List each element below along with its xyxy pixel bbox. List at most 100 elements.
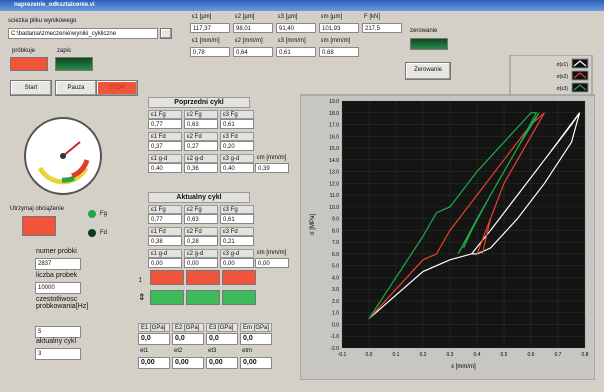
cycle-value: 0,36 <box>184 163 218 173</box>
led-saving <box>55 57 93 71</box>
strain-header: F [kN] <box>364 14 380 20</box>
sample-value: 3 <box>35 348 81 360</box>
gauge-band <box>61 175 76 183</box>
path-label: sciezka pliku wynikowego <box>8 18 77 24</box>
cycle-label: ε1 g-d <box>148 249 182 258</box>
cycle-label: ε2 g-d <box>184 154 218 163</box>
modulus-header: E3 [GPa] <box>206 323 238 332</box>
start-button[interactable]: Start <box>10 80 52 96</box>
sampling-label: próbkuje <box>12 48 36 54</box>
cycle-value: 0,28 <box>184 236 218 246</box>
modulus-header: Em [GPa] <box>240 323 272 332</box>
cycle-value: 0,27 <box>184 141 218 151</box>
y-tick-label: 14.0 <box>329 158 339 164</box>
strain-value: 0,68 <box>319 47 359 57</box>
sample-label: liczba probek <box>36 272 78 279</box>
sample-value: 5 <box>35 326 81 338</box>
zero-button[interactable]: Zerowanie <box>405 62 451 80</box>
y-tick-label: 17.0 <box>329 123 339 129</box>
x-axis-label: ε [mm/m] <box>451 364 476 370</box>
y-tick-label: -2.0 <box>330 346 339 352</box>
arrow-icon: ↕ <box>138 274 143 284</box>
cycle-label: ε3 Fd <box>220 227 254 236</box>
cycle-label: ε2 Fd <box>184 132 218 141</box>
y-tick-label: 12.0 <box>329 181 339 187</box>
cycle-label: ε2 Fd <box>184 227 218 236</box>
strain-value: 0,61 <box>276 47 316 57</box>
strain-header: ε2 [mm/m] <box>235 38 263 44</box>
x-tick-label: 0.3 <box>447 352 454 358</box>
series-line <box>368 112 540 319</box>
modulus-header: E1 [GPa] <box>138 323 170 332</box>
cycle-value: 0,37 <box>148 141 182 151</box>
series-line <box>368 112 546 320</box>
arrow-icon: ⇕ <box>138 292 146 302</box>
state-green <box>222 290 256 305</box>
pause-button[interactable]: Pauza <box>55 80 97 96</box>
strain-value: 0,64 <box>233 47 273 57</box>
cycle-label: ε1 Fg <box>148 205 182 214</box>
series-line <box>368 112 581 320</box>
cycle-label: ε1 Fd <box>148 227 182 236</box>
legend-glyph <box>573 84 587 91</box>
y-tick-label: 11.0 <box>330 193 340 199</box>
state-red <box>150 270 184 285</box>
sample-label: aktualny cykl <box>36 338 77 345</box>
title-bar: naprezenie_odksztalcenie.vi <box>0 0 604 11</box>
cycle-label: ε3 Fg <box>220 205 254 214</box>
modulus-header: E2 [GPa] <box>172 323 204 332</box>
cycle-value: 0,61 <box>220 214 254 224</box>
modulus-value: 0,0 <box>172 333 204 345</box>
cycle-label: ε3 Fd <box>220 132 254 141</box>
strain-header: ε1 [mm/m] <box>192 38 220 44</box>
x-tick-label: 0.7 <box>555 352 562 358</box>
cycle-value: 0,00 <box>184 258 218 268</box>
legend-swatch <box>571 70 589 81</box>
y-tick-label: 4.0 <box>332 275 339 281</box>
cycle-value: 0,20 <box>220 141 254 151</box>
modulus-value: 0,0 <box>138 333 170 345</box>
y-tick-label: 6.0 <box>332 252 339 258</box>
cycle-label: ε1 Fg <box>148 110 182 119</box>
em-label: εm [mm/m] <box>257 250 287 256</box>
cycle-label: ε3 g-d <box>220 249 254 258</box>
y-tick-label: 0.0 <box>332 322 339 328</box>
et-header: etm <box>242 348 253 354</box>
y-axis-label: σ [MPa] <box>310 214 316 235</box>
gauge-needle <box>62 141 81 157</box>
strain-value: 98,01 <box>233 23 273 33</box>
cycle-value: 0,40 <box>148 163 182 173</box>
legend-label: σ(ε2) <box>557 74 569 80</box>
stop-button[interactable]: STOP <box>96 80 138 96</box>
sample-value: 10000 <box>35 282 81 294</box>
gauge-layer: ↕ ⇕ <box>24 117 146 302</box>
x-tick-label: 0.4 <box>474 352 481 358</box>
cycle-title: Aktualny cykl <box>148 192 250 203</box>
strain-header: εm [µm] <box>321 14 343 20</box>
led-lower <box>88 229 96 237</box>
upper-label: Fg <box>100 211 108 217</box>
strain-header: εm [mm/m] <box>321 38 351 44</box>
x-tick-label: 0.5 <box>501 352 508 358</box>
browse-button[interactable] <box>160 28 172 39</box>
cycle-title: Poprzedni cykl <box>148 97 250 108</box>
x-tick-label: -0.1 <box>338 352 347 358</box>
cycle-value: 0,63 <box>184 119 218 129</box>
y-tick-label: 18.0 <box>329 111 339 117</box>
x-tick-label: 0.1 <box>393 352 400 358</box>
y-tick-label: 5.0 <box>332 264 339 270</box>
x-tick-label: 0.2 <box>420 352 427 358</box>
et-value: 0,00 <box>240 357 272 369</box>
strain-value: 91,40 <box>276 23 316 33</box>
cycle-label: ε2 Fg <box>184 205 218 214</box>
saving-label: zapis <box>57 48 72 54</box>
state-red <box>186 270 220 285</box>
led-zeroing <box>410 38 448 50</box>
y-tick-label: 2.0 <box>332 299 339 305</box>
x-tick-label: 0.6 <box>528 352 535 358</box>
path-field[interactable]: C:\badania\zmeczenie\wyniki_cykliczne <box>8 28 158 39</box>
cycle-value: 0,77 <box>148 119 182 129</box>
legend-glyph <box>573 60 587 67</box>
cycle-value: 0,00 <box>148 258 182 268</box>
y-tick-label: 13.0 <box>329 170 339 176</box>
